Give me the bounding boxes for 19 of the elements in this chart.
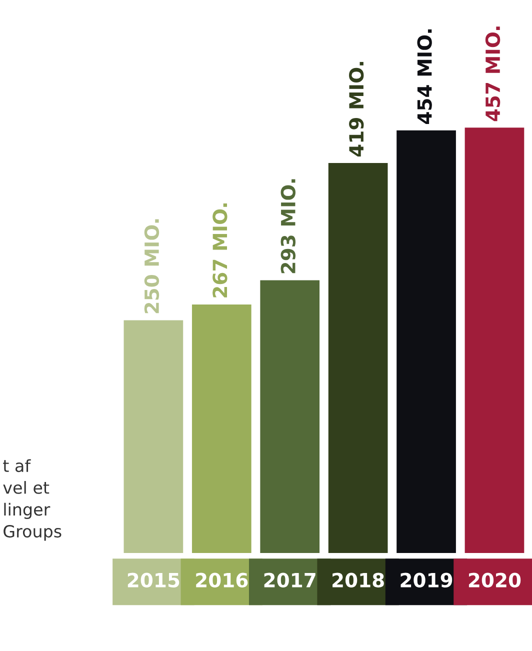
- x-tick-label: 2015: [128, 572, 180, 588]
- bar: [192, 304, 252, 553]
- text: t af vel et linger Groups: [3, 459, 62, 541]
- data-label: 457 MIO.: [485, 26, 500, 122]
- x-tick-label: 2019: [400, 572, 452, 588]
- data-label: 250 MIO.: [144, 219, 160, 314]
- data-label: 293 MIO.: [280, 179, 296, 274]
- x-tick-label: 2016: [196, 572, 248, 588]
- data-label: 419 MIO.: [349, 62, 364, 157]
- bar: [464, 128, 524, 553]
- data-label: 267 MIO.: [212, 203, 228, 298]
- bar: [328, 162, 388, 553]
- x-tick-label: 2017: [264, 572, 316, 588]
- data-label: 454 MIO.: [417, 29, 432, 124]
- x-tick-label: 2020: [468, 572, 521, 588]
- x-tick-label: 2018: [332, 572, 384, 588]
- bar: [124, 320, 184, 553]
- bar: [260, 280, 320, 553]
- bar: [396, 130, 456, 553]
